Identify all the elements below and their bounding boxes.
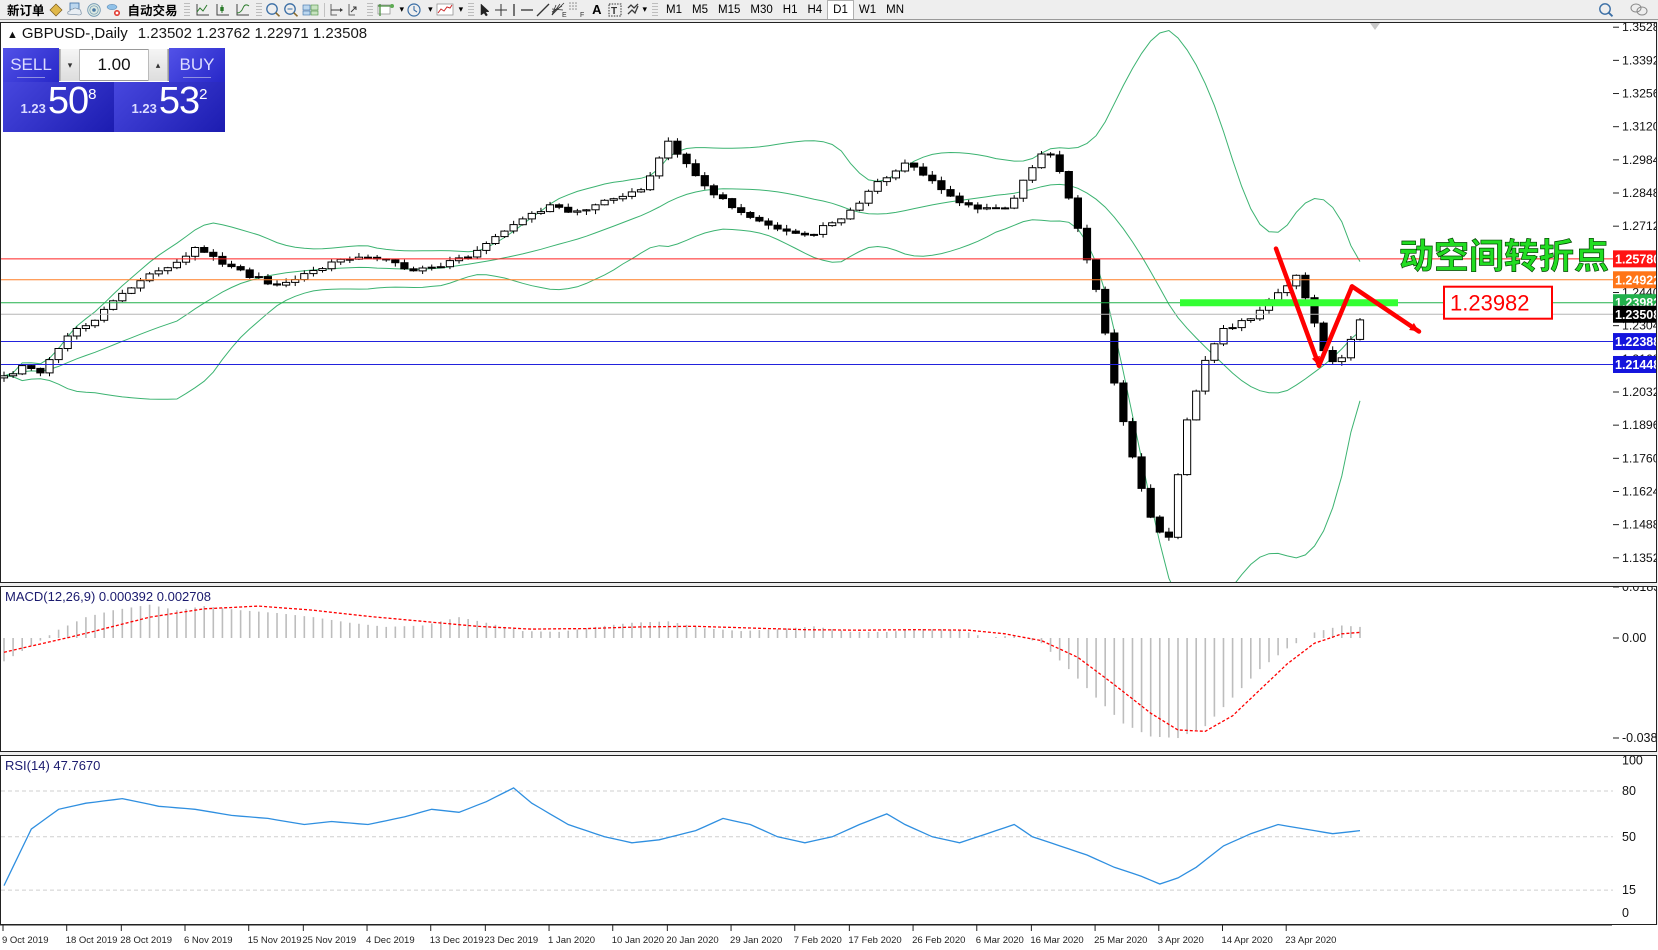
svg-text:29 Jan 2020: 29 Jan 2020 — [730, 935, 782, 946]
svg-text:F: F — [580, 12, 584, 18]
svg-text:1.31200: 1.31200 — [1622, 120, 1657, 134]
svg-text:E: E — [562, 12, 567, 18]
svg-text:MACD(12,26,9) 0.000392 0.00270: MACD(12,26,9) 0.000392 0.002708 — [5, 589, 211, 604]
svg-text:0: 0 — [1622, 906, 1629, 920]
svg-text:25 Nov 2019: 25 Nov 2019 — [302, 935, 356, 946]
svg-text:1.22388: 1.22388 — [1615, 335, 1657, 349]
svg-text:1.21448: 1.21448 — [1615, 358, 1657, 372]
svg-text:1.23508: 1.23508 — [1615, 308, 1657, 322]
svg-text:RSI(14) 47.7670: RSI(14) 47.7670 — [5, 758, 100, 773]
svg-text:10 Jan 2020: 10 Jan 2020 — [612, 935, 664, 946]
svg-text:1 Jan 2020: 1 Jan 2020 — [548, 935, 595, 946]
svg-text:1.29840: 1.29840 — [1622, 153, 1657, 167]
svg-text:16 Mar 2020: 16 Mar 2020 — [1030, 935, 1083, 946]
svg-text:1.25780: 1.25780 — [1615, 252, 1657, 266]
svg-text:15 Nov 2019: 15 Nov 2019 — [248, 935, 302, 946]
svg-text:0.00: 0.00 — [1622, 631, 1646, 645]
svg-text:14 Apr 2020: 14 Apr 2020 — [1221, 935, 1272, 946]
svg-text:25 Mar 2020: 25 Mar 2020 — [1094, 935, 1147, 946]
svg-text:T: T — [611, 6, 617, 17]
svg-text:0.018369: 0.018369 — [1622, 587, 1657, 594]
svg-text:1.33920: 1.33920 — [1622, 53, 1657, 67]
svg-text:6 Nov 2019: 6 Nov 2019 — [184, 935, 233, 946]
svg-text:1.17600: 1.17600 — [1622, 451, 1657, 465]
svg-text:3 Apr 2020: 3 Apr 2020 — [1158, 935, 1204, 946]
svg-text:26 Feb 2020: 26 Feb 2020 — [912, 935, 965, 946]
svg-text:28 Oct 2019: 28 Oct 2019 — [120, 935, 172, 946]
svg-text:-0.038585: -0.038585 — [1622, 731, 1657, 745]
svg-text:1.18960: 1.18960 — [1622, 418, 1657, 432]
svg-text:17 Feb 2020: 17 Feb 2020 — [848, 935, 901, 946]
svg-text:13 Dec 2019: 13 Dec 2019 — [430, 935, 484, 946]
svg-text:1.27120: 1.27120 — [1622, 219, 1657, 233]
svg-text:1.14880: 1.14880 — [1622, 518, 1657, 532]
svg-text:7 Feb 2020: 7 Feb 2020 — [794, 935, 842, 946]
svg-text:1.28480: 1.28480 — [1622, 186, 1657, 200]
svg-text:1.13520: 1.13520 — [1622, 551, 1657, 565]
svg-text:23 Apr 2020: 23 Apr 2020 — [1285, 935, 1336, 946]
svg-text:50: 50 — [1622, 830, 1636, 844]
svg-text:23 Dec 2019: 23 Dec 2019 — [484, 935, 538, 946]
svg-text:1.23982: 1.23982 — [1450, 291, 1530, 316]
svg-text:1.24922: 1.24922 — [1615, 273, 1657, 287]
svg-text:6 Mar 2020: 6 Mar 2020 — [976, 935, 1024, 946]
svg-text:1.16240: 1.16240 — [1622, 484, 1657, 498]
svg-text:1.32560: 1.32560 — [1622, 87, 1657, 101]
svg-text:20 Jan 2020: 20 Jan 2020 — [666, 935, 718, 946]
svg-text:80: 80 — [1622, 784, 1636, 798]
svg-text:1.20320: 1.20320 — [1622, 385, 1657, 399]
svg-text:9 Oct 2019: 9 Oct 2019 — [2, 935, 48, 946]
svg-text:4 Dec 2019: 4 Dec 2019 — [366, 935, 415, 946]
svg-text:18 Oct 2019: 18 Oct 2019 — [66, 935, 118, 946]
svg-text:15: 15 — [1622, 883, 1636, 897]
svg-text:100: 100 — [1622, 756, 1643, 768]
svg-text:动空间转折点: 动空间转折点 — [1399, 228, 1609, 279]
svg-text:1.35280: 1.35280 — [1622, 23, 1657, 34]
